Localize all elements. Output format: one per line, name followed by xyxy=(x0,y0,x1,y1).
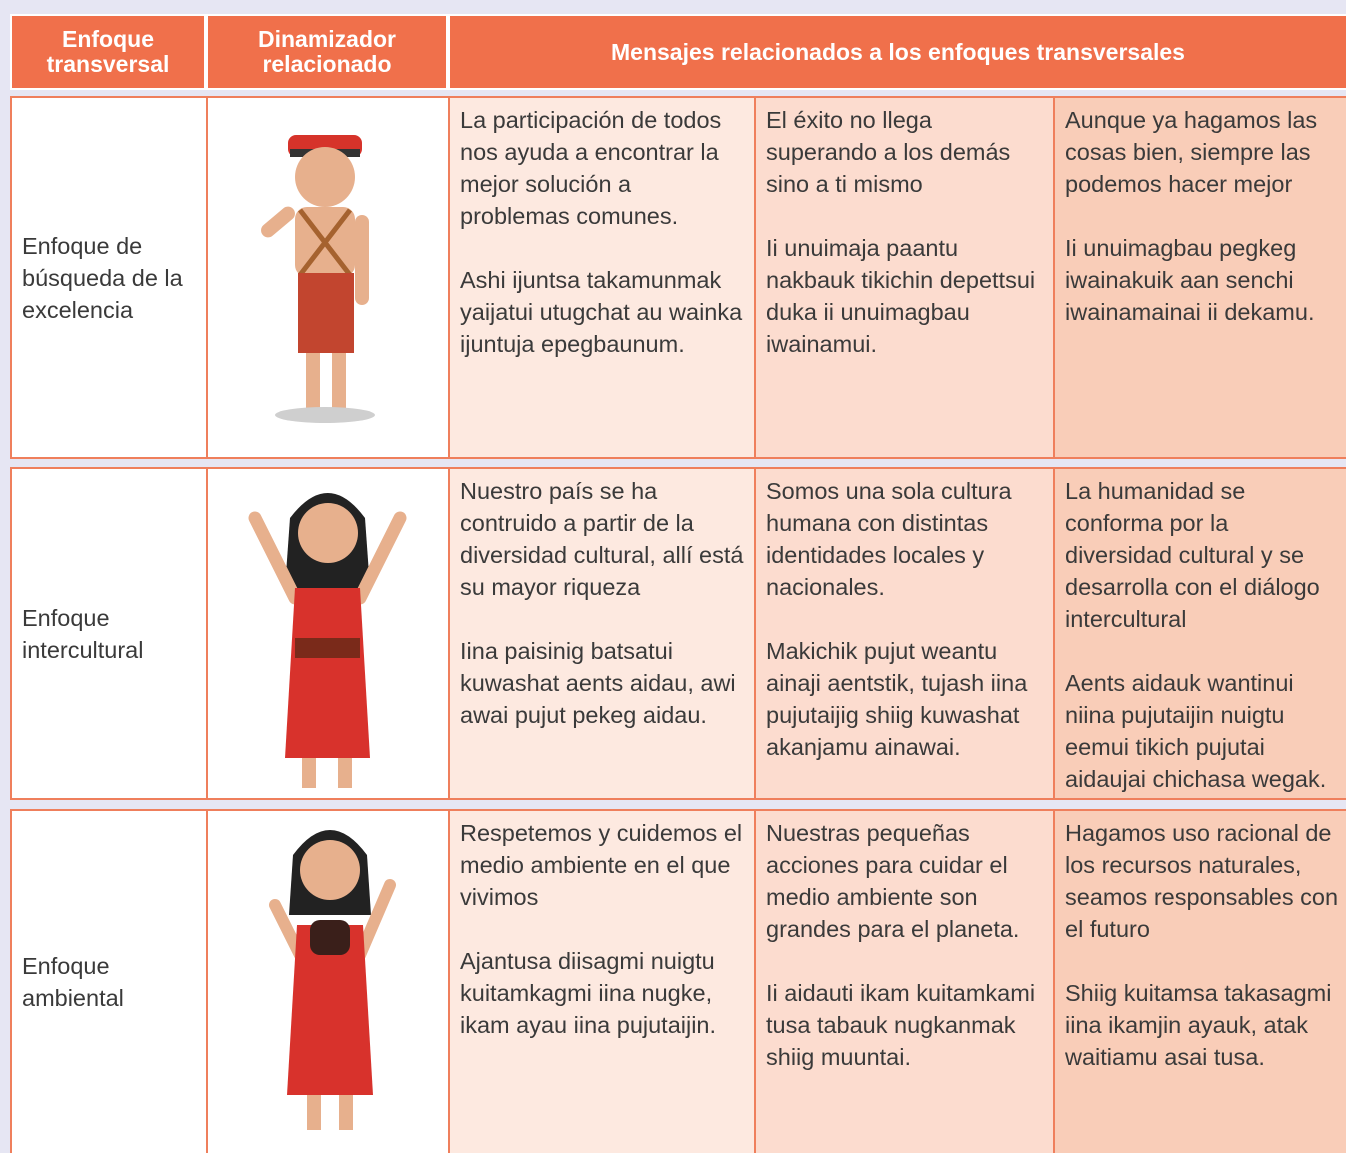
message-cell: Respetemos y cuidemos el medio ambiente … xyxy=(448,809,756,1153)
message: Ii aidauti ikam kuitamkami tusa tabauk n… xyxy=(766,980,1036,1070)
message-cell: Nuestras pequeñas acciones para cuidar e… xyxy=(754,809,1055,1153)
message: Aents aidauk wantinui niina pujutaijin n… xyxy=(1065,670,1327,792)
message-cell: Hagamos uso racional de los recursos nat… xyxy=(1053,809,1346,1153)
message: Aunque ya hagamos las cosas bien, siempr… xyxy=(1065,107,1318,197)
header-cell: Dinamizador relacionado xyxy=(206,14,448,90)
message: Hagamos uso racional de los recursos nat… xyxy=(1065,820,1339,942)
message: Nuestro país se ha contruido a partir de… xyxy=(460,478,744,600)
message: Shiig kuitamsa takasagmi iina ikamjin ay… xyxy=(1065,980,1332,1070)
enfoque-cell: Enfoque ambiental xyxy=(10,809,208,1153)
message-cell: El éxito no llega superando a los demás … xyxy=(754,96,1055,459)
message: La participación de todos nos ayuda a en… xyxy=(460,107,722,229)
enfoque-cell: Enfoque de búsqueda de la excelencia xyxy=(10,96,208,459)
figure-girl-2 xyxy=(269,830,396,1130)
message: El éxito no llega superando a los demás … xyxy=(766,107,1011,197)
message-cell: Nuestro país se ha contruido a partir de… xyxy=(448,467,756,800)
header-cell: Enfoque transversal xyxy=(10,14,206,90)
message: Nuestras pequeñas acciones para cuidar e… xyxy=(766,820,1020,942)
message: Ashi ijuntsa takamunmak yaijatui utugcha… xyxy=(460,267,743,357)
message: La humanidad se conforma por la diversid… xyxy=(1065,478,1320,632)
message: Ii unuimagbau pegkeg iwainakuik aan senc… xyxy=(1065,235,1315,325)
message: Somos una sola cultura humana con distin… xyxy=(766,478,1012,600)
message-cell: La participación de todos nos ayuda a en… xyxy=(448,96,756,459)
message: Ajantusa diisagmi nuigtu kuitamkagmi iin… xyxy=(460,948,717,1038)
message-cell: Aunque ya hagamos las cosas bien, siempr… xyxy=(1053,96,1346,459)
header-cell: Mensajes relacionados a los enfoques tra… xyxy=(448,14,1346,90)
message: Makichik pujut weantu ainaji aentstik, t… xyxy=(766,638,1028,760)
enfoque-cell: Enfoque intercultural xyxy=(10,467,208,800)
message: Respetemos y cuidemos el medio ambiente … xyxy=(460,820,743,910)
figure-girl xyxy=(248,493,407,788)
message: Ii unuimaja paantu nakbauk tikichin depe… xyxy=(766,235,1036,357)
figure-boy xyxy=(261,135,375,423)
message: Iina paisinig batsatui kuwashat aents ai… xyxy=(460,638,736,728)
message-cell: Somos una sola cultura humana con distin… xyxy=(754,467,1055,800)
message-cell: La humanidad se conforma por la diversid… xyxy=(1053,467,1346,800)
